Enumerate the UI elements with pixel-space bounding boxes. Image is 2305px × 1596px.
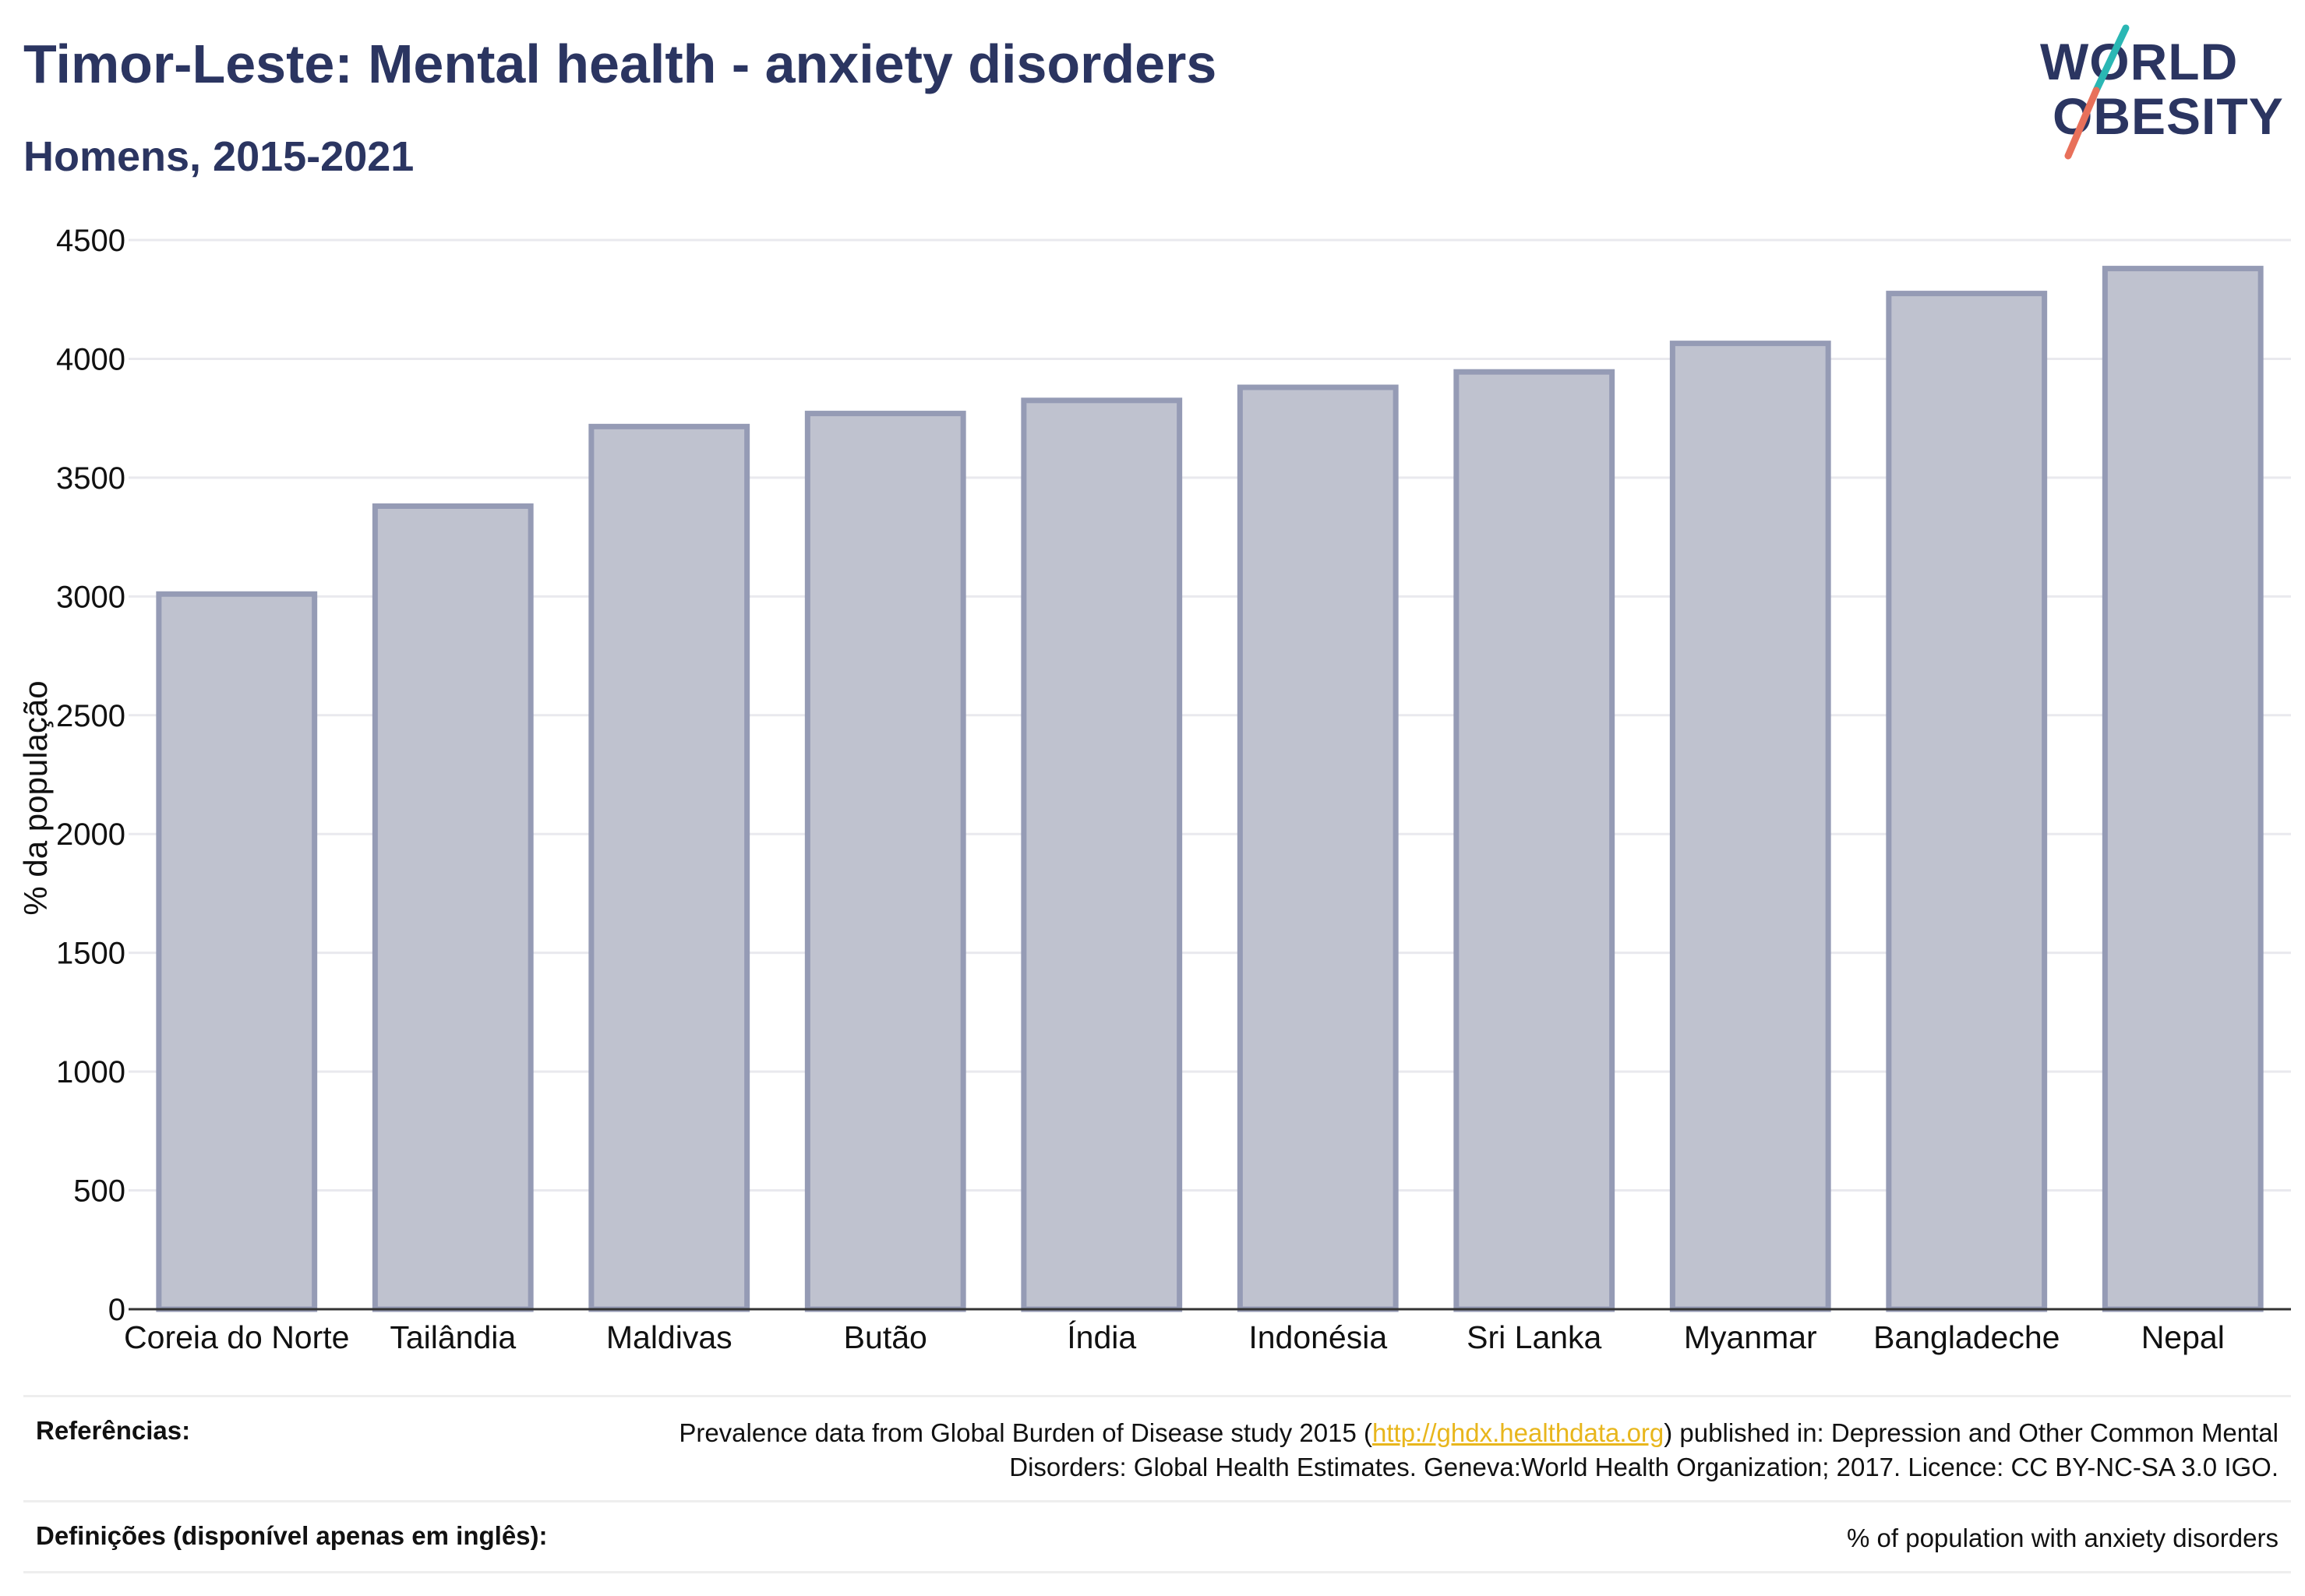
y-tick-label: 2500 <box>56 699 125 733</box>
bars <box>156 266 2264 1312</box>
logo-word-world: WORLD <box>2040 33 2238 90</box>
chart-title: Timor-Leste: Mental health - anxiety dis… <box>23 34 1217 94</box>
y-tick-label: 2000 <box>56 817 125 852</box>
y-tick-label: 4500 <box>56 224 125 258</box>
x-tick-label: Indonésia <box>1248 1319 1387 1355</box>
bar[interactable] <box>2102 266 2264 1312</box>
bar[interactable] <box>1021 397 1183 1312</box>
references-text-after: ) published in: Depression and Other Com… <box>1009 1418 2279 1481</box>
x-tick-label: Coreia do Norte <box>124 1319 349 1355</box>
logo-slash-teal <box>2092 24 2130 94</box>
x-axis-ticks: Coreia do Norte Tailândia Maldivas Butão Índ… <box>124 1319 2225 1355</box>
chart-subtitle: Homens, 2015-2021 <box>23 133 415 180</box>
definitions-text: % of population with anxiety disorders <box>1847 1524 2279 1552</box>
bar[interactable] <box>588 423 750 1312</box>
bar[interactable] <box>1237 384 1399 1312</box>
y-tick-label: 500 <box>73 1174 125 1209</box>
bar[interactable] <box>804 411 966 1312</box>
x-tick-label: Índia <box>1067 1319 1136 1355</box>
y-tick-label: 1000 <box>56 1055 125 1089</box>
references-text-before: Prevalence data from Global Burden of Di… <box>679 1418 1372 1447</box>
x-tick-label: Myanmar <box>1684 1319 1817 1355</box>
definitions-label: Definições (disponível apenas em inglês)… <box>36 1521 548 1550</box>
definitions-row: Definições (disponível apenas em inglês)… <box>23 1500 2291 1573</box>
x-tick-label: Sri Lanka <box>1467 1319 1601 1355</box>
bar[interactable] <box>156 591 318 1312</box>
x-tick-label: Maldivas <box>606 1319 732 1355</box>
bar-chart: 0 500 1000 1500 2000 2500 3000 3500 4000 4500 Cor… <box>17 224 2291 1355</box>
footer: Referências: Prevalence data from Global… <box>23 1395 2291 1573</box>
references-row: Referências: Prevalence data from Global… <box>23 1395 2291 1500</box>
bar[interactable] <box>1453 369 1615 1312</box>
x-tick-label: Tailândia <box>390 1319 516 1355</box>
logo-slash-coral <box>2064 87 2100 160</box>
bar[interactable] <box>1669 341 1831 1312</box>
references-link[interactable]: http://ghdx.healthdata.org <box>1371 1418 1664 1447</box>
references-label: Referências: <box>36 1416 191 1445</box>
y-tick-label: 3500 <box>56 461 125 496</box>
x-tick-label: Nepal <box>2141 1319 2225 1355</box>
world-obesity-logo: WORLD OBESITY <box>2040 24 2283 160</box>
references-text: Prevalence data from Global Burden of Di… <box>564 1416 2279 1485</box>
x-tick-label: Butão <box>844 1319 927 1355</box>
bar[interactable] <box>1886 291 2048 1312</box>
y-tick-label: 0 <box>108 1293 125 1327</box>
x-tick-label: Bangladeche <box>1873 1319 2060 1355</box>
y-tick-label: 1500 <box>56 937 125 971</box>
bar[interactable] <box>372 503 534 1312</box>
y-tick-label: 3000 <box>56 580 125 614</box>
y-tick-label: 4000 <box>56 342 125 376</box>
y-axis-title: % da população <box>17 680 54 915</box>
y-axis-ticks: 0 500 1000 1500 2000 2500 3000 3500 4000 4500 <box>56 224 125 1327</box>
